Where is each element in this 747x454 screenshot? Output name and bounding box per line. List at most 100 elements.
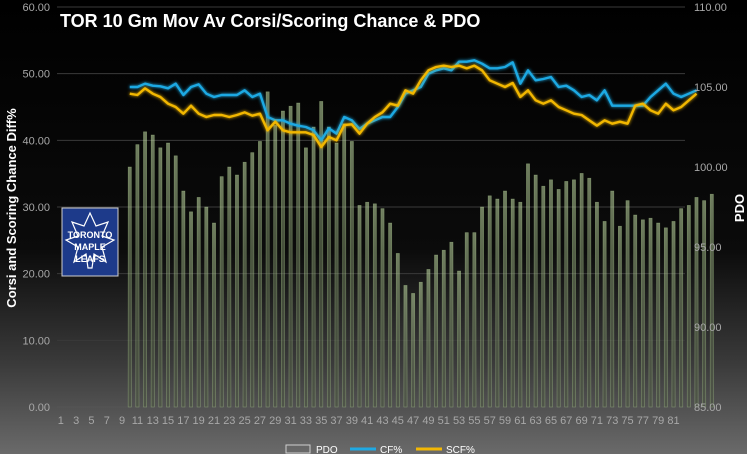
logo-background xyxy=(61,207,119,277)
pdo-bar xyxy=(418,281,423,408)
pdo-bar xyxy=(258,141,262,408)
pdo-bar xyxy=(572,179,576,408)
pdo-bar xyxy=(694,197,699,408)
logo-line-2: MAPLE xyxy=(74,242,106,252)
pdo-bar xyxy=(656,222,661,408)
x-tick-label: 45 xyxy=(392,415,404,427)
x-tick-label: 37 xyxy=(330,415,342,427)
pdo-bar xyxy=(426,269,431,408)
pdo-bar xyxy=(633,214,638,408)
pdo-bar xyxy=(472,232,477,408)
pdo-bar xyxy=(487,195,492,408)
pdo-bar xyxy=(411,293,416,408)
pdo-bar xyxy=(595,201,599,408)
right-axis-ticks: 85.00 90.00 95.00 100.00 105.00 110.00 xyxy=(694,2,728,414)
pdo-bar xyxy=(303,147,308,408)
scf-line xyxy=(129,64,698,149)
right-axis-label: PDO xyxy=(732,194,747,222)
pdo-bar xyxy=(556,189,561,408)
pdo-bar xyxy=(380,208,385,408)
pdo-bar xyxy=(357,205,362,408)
pdo-bar xyxy=(166,142,170,408)
x-tick-label: 25 xyxy=(239,415,251,427)
x-tick-label: 63 xyxy=(530,415,542,427)
pdo-bar xyxy=(480,206,484,408)
right-tick-label: 85.00 xyxy=(694,402,722,414)
pdo-bar xyxy=(495,198,500,408)
pdo-bar xyxy=(227,166,232,408)
x-tick-label: 15 xyxy=(162,415,174,427)
maple-leaf-icon xyxy=(64,211,116,269)
pdo-bar xyxy=(265,91,270,408)
x-tick-label: 43 xyxy=(376,415,388,427)
pdo-bar xyxy=(564,181,569,408)
x-tick-label: 9 xyxy=(119,415,125,427)
x-tick-label: 71 xyxy=(591,415,603,427)
x-tick-label: 73 xyxy=(606,415,618,427)
x-tick-label: 17 xyxy=(177,415,189,427)
x-tick-label: 11 xyxy=(132,415,143,427)
left-tick-label: 60.00 xyxy=(22,2,50,14)
pdo-bar xyxy=(158,147,163,408)
pdo-bar xyxy=(219,176,224,408)
pdo-bar xyxy=(204,206,209,408)
pdo-bar xyxy=(541,185,546,408)
left-tick-label: 30.00 xyxy=(22,202,50,214)
pdo-bar xyxy=(235,174,239,408)
x-tick-label: 55 xyxy=(468,415,480,427)
pdo-bars xyxy=(127,91,714,408)
pdo-bar xyxy=(181,190,186,408)
left-tick-label: 40.00 xyxy=(22,135,50,147)
pdo-bar xyxy=(617,225,622,408)
x-tick-label: 51 xyxy=(438,415,450,427)
pdo-bar xyxy=(679,208,684,408)
pdo-bar xyxy=(441,249,446,408)
x-tick-label: 67 xyxy=(560,415,572,427)
pdo-bar xyxy=(173,155,178,408)
x-tick-label: 65 xyxy=(545,415,557,427)
x-tick-label: 33 xyxy=(300,415,312,427)
pdo-bar xyxy=(709,193,714,408)
left-axis-ticks: 0.00 10.00 20.00 30.00 40.00 50.00 60.00 xyxy=(22,2,50,414)
legend-swatch-pdo xyxy=(285,444,311,454)
pdo-bar xyxy=(372,203,377,408)
pdo-bar xyxy=(449,241,454,408)
x-tick-label: 49 xyxy=(422,415,434,427)
legend-label-scf: SCF% xyxy=(446,445,475,454)
x-tick-label: 27 xyxy=(254,415,266,427)
pdo-bar xyxy=(526,163,530,408)
pdo-bar xyxy=(189,211,193,408)
pdo-bar xyxy=(610,190,615,408)
pdo-bar xyxy=(212,222,216,408)
x-tick-label: 19 xyxy=(193,415,205,427)
pdo-bar xyxy=(533,174,538,408)
left-tick-label: 50.00 xyxy=(22,69,50,81)
pdo-bar xyxy=(395,253,400,408)
pdo-bar xyxy=(510,198,515,408)
x-tick-label: 13 xyxy=(147,415,159,427)
x-tick-label: 81 xyxy=(667,415,679,427)
legend-label-cf: CF% xyxy=(380,445,402,454)
x-tick-label: 1 xyxy=(58,415,64,427)
pdo-bar xyxy=(326,126,331,408)
pdo-bar xyxy=(273,125,278,408)
pdo-bar xyxy=(702,200,707,408)
x-tick-label: 59 xyxy=(499,415,511,427)
pdo-bar xyxy=(135,144,140,408)
x-tick-label: 61 xyxy=(514,415,526,427)
x-tick-label: 39 xyxy=(346,415,358,427)
pdo-bar xyxy=(640,219,645,408)
pdo-bar xyxy=(648,217,653,408)
pdo-bar xyxy=(334,142,339,408)
x-tick-label: 31 xyxy=(284,415,296,427)
left-tick-label: 0.00 xyxy=(29,402,50,414)
right-tick-label: 105.00 xyxy=(694,82,728,94)
right-tick-label: 110.00 xyxy=(694,2,727,14)
pdo-bar xyxy=(296,102,301,408)
pdo-bar xyxy=(587,177,592,408)
pdo-bar xyxy=(579,173,584,408)
pdo-bar xyxy=(602,221,607,408)
right-tick-label: 90.00 xyxy=(694,322,722,334)
series-lines xyxy=(129,59,698,149)
pdo-bar xyxy=(518,201,523,408)
